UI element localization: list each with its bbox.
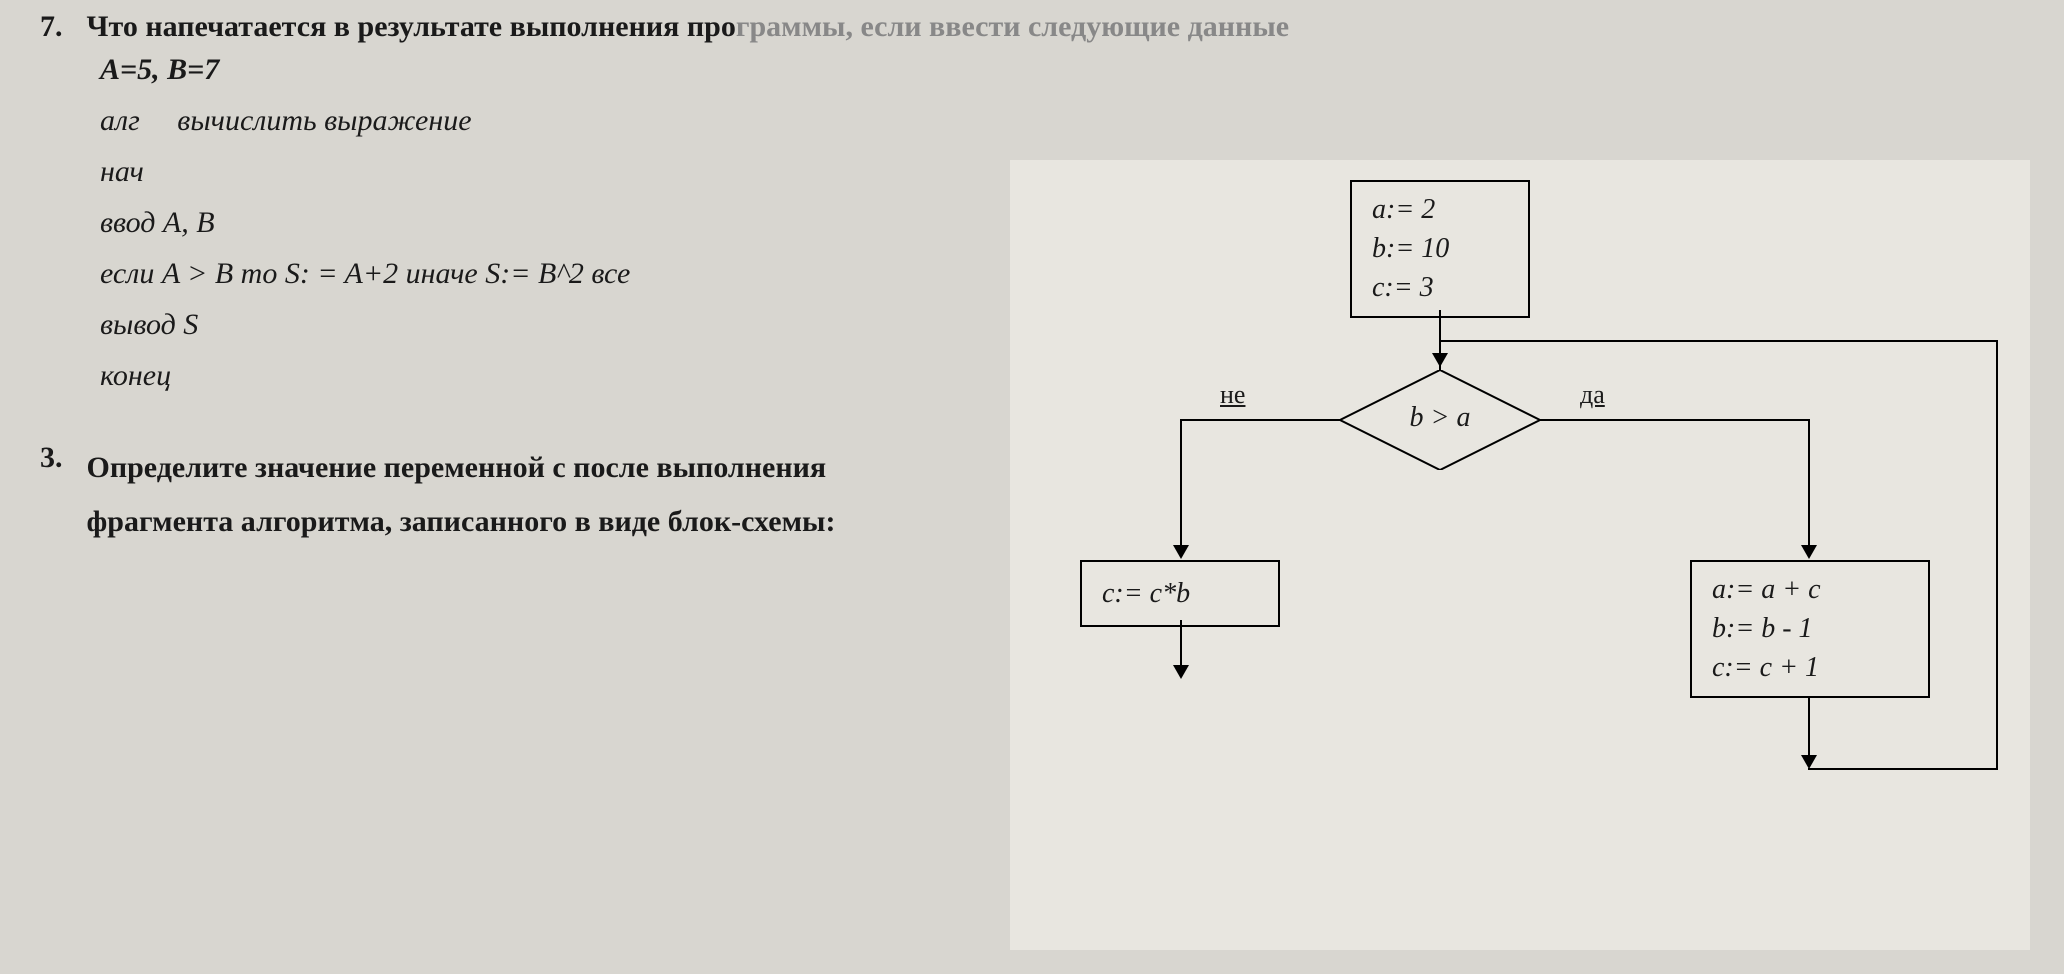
flowchart-decision: b > a bbox=[1340, 370, 1540, 470]
arrow-to-right-box bbox=[1801, 545, 1817, 559]
line-loop-right-v bbox=[1996, 340, 1998, 770]
q7-title: Что напечатается в результате выполнения… bbox=[87, 10, 1290, 43]
q8-number: 3. bbox=[40, 441, 63, 475]
right-line-2: b:= b - 1 bbox=[1712, 609, 1908, 648]
flowchart-right-box: a:= a + c b:= b - 1 c:= c + 1 bbox=[1690, 560, 1930, 698]
left-box-text: c:= c*b bbox=[1102, 574, 1258, 613]
init-line-2: b:= 10 bbox=[1372, 229, 1508, 268]
init-line-1: a:= 2 bbox=[1372, 190, 1508, 229]
right-line-3: c:= c + 1 bbox=[1712, 648, 1908, 687]
line-diamond-right-v bbox=[1808, 419, 1810, 547]
line-diamond-left-v bbox=[1180, 419, 1182, 547]
init-line-3: c:= 3 bbox=[1372, 268, 1508, 307]
q7-alg-name: вычислить выражение bbox=[177, 104, 471, 137]
line-diamond-left-h bbox=[1180, 419, 1340, 421]
line-right-box-down bbox=[1808, 698, 1810, 758]
line-loop-top-h bbox=[1441, 340, 1998, 342]
q8-text: Определите значение переменной с после в… bbox=[87, 441, 847, 549]
q7-number: 7. bbox=[40, 10, 63, 44]
q7-title-visible: Что напечатается в результате выполнения… bbox=[87, 10, 736, 43]
label-no: не bbox=[1220, 380, 1245, 410]
q7-ab-line: A=5, B=7 bbox=[100, 44, 2024, 95]
label-yes: да bbox=[1580, 380, 1605, 410]
q7-alg-keyword: алг bbox=[100, 104, 140, 137]
flowchart-left-box: c:= c*b bbox=[1080, 560, 1280, 627]
decision-text: b > a bbox=[1340, 402, 1540, 434]
right-line-1: a:= a + c bbox=[1712, 570, 1908, 609]
q7-alg-line: алг вычислить выражение bbox=[100, 95, 2024, 146]
arrow-to-left-box bbox=[1173, 545, 1189, 559]
arrow-right-box-down bbox=[1801, 755, 1817, 769]
arrow-init-to-diamond bbox=[1432, 353, 1448, 367]
line-diamond-right-h bbox=[1540, 419, 1810, 421]
arrow-left-box-down bbox=[1173, 665, 1189, 679]
line-left-box-down bbox=[1180, 620, 1182, 670]
flowchart-init-box: a:= 2 b:= 10 c:= 3 bbox=[1350, 180, 1530, 318]
line-loop-bottom-h bbox=[1808, 768, 1998, 770]
flowchart-diagram: a:= 2 b:= 10 c:= 3 b > a не да c:= c*b a… bbox=[1010, 160, 2030, 950]
q7-title-faded: граммы, если ввести следующие данные bbox=[736, 10, 1289, 43]
